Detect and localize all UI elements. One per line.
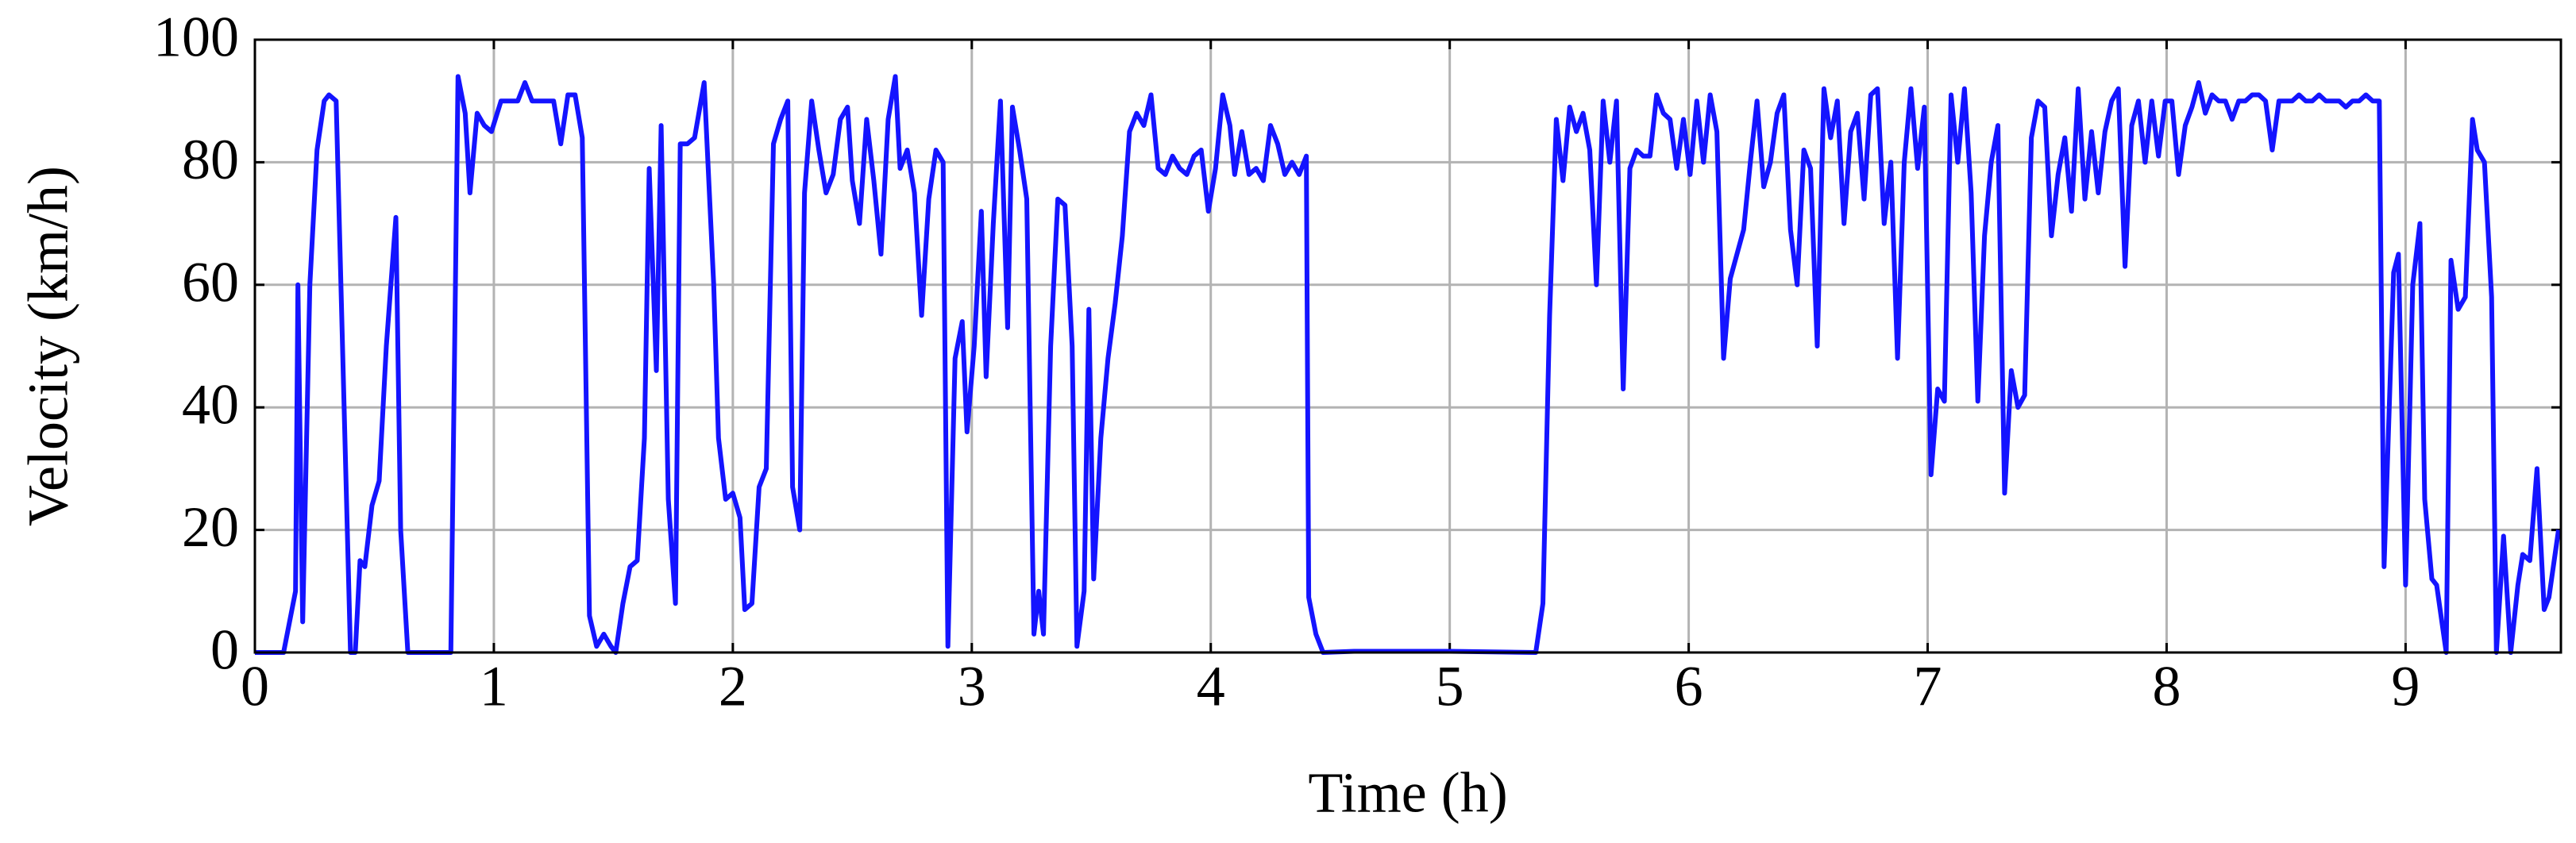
x-tick-label: 2 xyxy=(719,655,747,718)
y-tick-label: 60 xyxy=(182,250,239,314)
x-tick-label: 8 xyxy=(2152,655,2181,718)
y-axis-title: Velocity (km/h) xyxy=(17,166,80,526)
x-tick-label: 6 xyxy=(1675,655,1703,718)
velocity-line xyxy=(255,74,2561,655)
y-tick-label: 20 xyxy=(182,495,239,559)
x-tick-label: 9 xyxy=(2391,655,2420,718)
y-tick-label: 0 xyxy=(210,618,239,682)
x-tick-label: 7 xyxy=(1914,655,1942,718)
x-tick-label: 3 xyxy=(958,655,986,718)
x-tick-label: 1 xyxy=(480,655,508,718)
x-tick-label: 5 xyxy=(1436,655,1464,718)
plot-frame xyxy=(253,38,2563,654)
x-tick-label: 4 xyxy=(1197,655,1225,718)
y-tick-label: 80 xyxy=(182,128,239,191)
x-axis-title: Time (h) xyxy=(1308,761,1507,825)
y-tick-label: 40 xyxy=(182,373,239,437)
y-tick-label: 100 xyxy=(153,6,239,69)
x-tick-label: 0 xyxy=(241,655,269,718)
